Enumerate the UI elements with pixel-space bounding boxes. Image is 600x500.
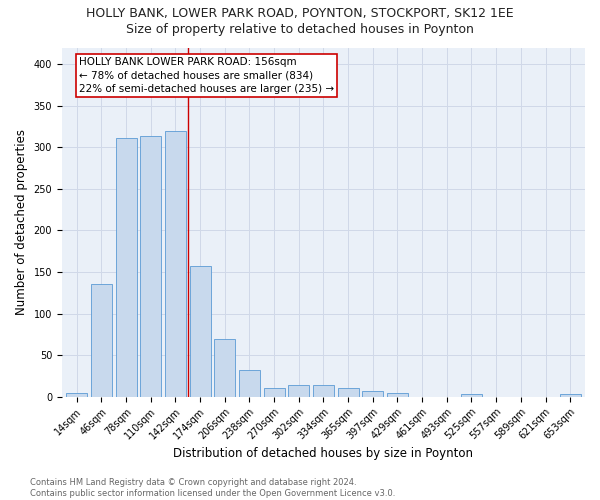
Bar [140, 136, 161, 396]
Bar [214, 338, 235, 396]
Y-axis label: Number of detached properties: Number of detached properties [15, 129, 28, 315]
Bar [190, 266, 211, 396]
Bar [239, 370, 260, 396]
Bar [263, 388, 284, 396]
Text: HOLLY BANK, LOWER PARK ROAD, POYNTON, STOCKPORT, SK12 1EE: HOLLY BANK, LOWER PARK ROAD, POYNTON, ST… [86, 8, 514, 20]
X-axis label: Distribution of detached houses by size in Poynton: Distribution of detached houses by size … [173, 447, 473, 460]
Bar [288, 385, 309, 396]
Text: Size of property relative to detached houses in Poynton: Size of property relative to detached ho… [126, 22, 474, 36]
Bar [338, 388, 359, 396]
Bar [560, 394, 581, 396]
Bar [387, 394, 408, 396]
Bar [91, 284, 112, 397]
Text: HOLLY BANK LOWER PARK ROAD: 156sqm
← 78% of detached houses are smaller (834)
22: HOLLY BANK LOWER PARK ROAD: 156sqm ← 78%… [79, 58, 334, 94]
Bar [362, 391, 383, 396]
Bar [461, 394, 482, 396]
Bar [165, 130, 186, 396]
Bar [116, 138, 137, 396]
Bar [313, 385, 334, 396]
Text: Contains HM Land Registry data © Crown copyright and database right 2024.
Contai: Contains HM Land Registry data © Crown c… [30, 478, 395, 498]
Bar [66, 394, 87, 396]
